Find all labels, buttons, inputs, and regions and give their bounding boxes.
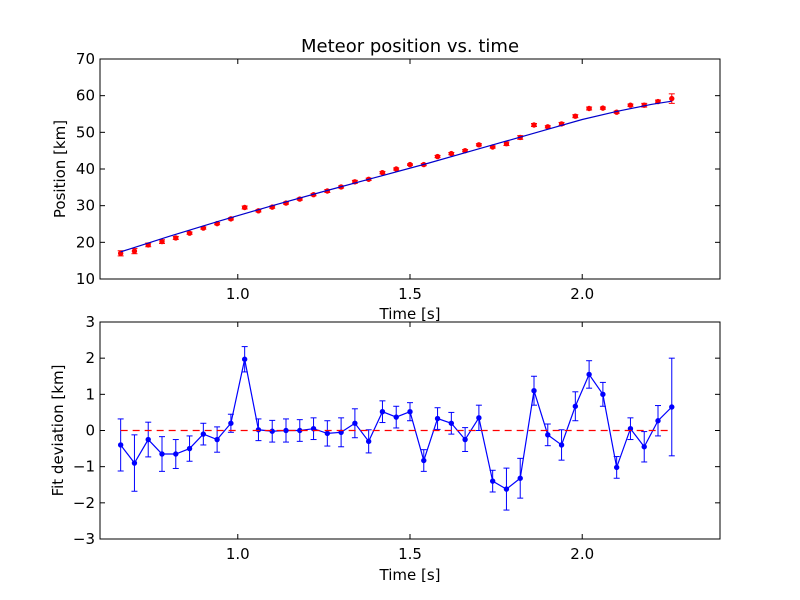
deviation-plot-marks [117, 346, 675, 511]
data-point [586, 371, 592, 378]
data-point [117, 250, 124, 257]
data-point [503, 141, 510, 147]
y-tick-label: 70 [76, 50, 95, 68]
data-point [476, 415, 482, 421]
x-tick-label: 1.5 [398, 285, 422, 303]
x-axis-label: Time [s] [379, 305, 441, 323]
data-point [586, 105, 592, 112]
data-point [200, 431, 207, 437]
data-point [186, 445, 193, 452]
data-point [476, 142, 482, 148]
position-plot-marks [117, 93, 675, 257]
data-point [228, 420, 234, 426]
x-tick-label: 2.0 [570, 285, 594, 303]
y-tick-label: 10 [76, 270, 95, 288]
data-point [613, 464, 620, 471]
y-tick-label: 40 [76, 160, 95, 178]
data-point [365, 438, 372, 445]
data-point [489, 478, 496, 484]
data-point [434, 153, 441, 160]
position-plot: 1.0 1.5 2.0 10 20 30 40 50 60 70 Meteor position … [51, 36, 721, 323]
x-tick-label: 1.5 [398, 545, 422, 563]
data-point [214, 436, 220, 443]
data-point [407, 161, 413, 168]
data-point [655, 418, 661, 424]
chart-title: Meteor position vs. time [301, 36, 519, 57]
y-tick-label: 0 [85, 422, 95, 440]
data-point [572, 113, 579, 119]
data-point [503, 486, 510, 492]
position-plot-ticks: 1.0 1.5 2.0 10 20 30 40 50 60 70 [76, 50, 720, 303]
y-tick-label: 20 [76, 233, 95, 251]
data-point [159, 238, 165, 245]
y-axis-label: Fit deviation [km] [49, 365, 67, 497]
data-point [186, 230, 193, 236]
data-point [324, 430, 331, 437]
data-point [572, 403, 579, 409]
data-point [173, 235, 179, 241]
data-point [131, 460, 138, 466]
data-point [421, 457, 427, 464]
deviation-plot-ticks: 1.0 1.5 2.0 −3 −2 −1 0 1 2 3 [73, 313, 720, 563]
x-axis-label: Time [s] [379, 566, 441, 584]
data-point [269, 428, 275, 434]
y-tick-label: −3 [73, 530, 95, 548]
data-point [600, 105, 606, 111]
data-point [669, 404, 675, 410]
y-tick-label: −2 [73, 494, 95, 512]
data-point [627, 102, 634, 108]
data-point [407, 408, 413, 415]
data-point [669, 95, 675, 102]
data-point [117, 442, 124, 448]
data-point [393, 166, 399, 172]
data-point [462, 436, 468, 443]
x-tick-label: 1.0 [226, 545, 250, 563]
y-tick-label: 50 [76, 123, 95, 141]
y-tick-label: 30 [76, 197, 95, 215]
data-point [352, 420, 358, 426]
data-point [558, 442, 565, 448]
data-point [241, 356, 248, 362]
data-point [448, 420, 455, 426]
y-tick-label: −1 [73, 458, 95, 476]
data-point [517, 475, 523, 481]
y-tick-label: 1 [85, 385, 95, 403]
data-point [379, 408, 386, 415]
data-point [448, 150, 455, 157]
data-point [531, 122, 537, 128]
y-axis-label: Position [km] [51, 120, 69, 218]
data-point [641, 444, 647, 450]
y-tick-label: 60 [76, 87, 95, 105]
data-point [241, 204, 248, 211]
fit-line [120, 100, 672, 253]
data-point [393, 414, 399, 420]
y-tick-label: 2 [85, 349, 95, 367]
data-point [600, 391, 606, 398]
data-point [531, 388, 537, 394]
data-point [434, 415, 441, 422]
data-point [545, 432, 551, 438]
data-point [145, 436, 151, 443]
data-point [283, 427, 289, 434]
data-point [379, 169, 386, 176]
deviation-plot: 1.0 1.5 2.0 −3 −2 −1 0 1 2 3 Time [s] Fit deviati… [49, 313, 721, 584]
data-point [131, 248, 138, 254]
y-tick-label: 3 [85, 313, 95, 331]
data-point [159, 451, 165, 457]
data-point [173, 451, 179, 457]
data-point [255, 427, 262, 433]
x-tick-label: 2.0 [570, 545, 594, 563]
x-tick-label: 1.0 [226, 285, 250, 303]
